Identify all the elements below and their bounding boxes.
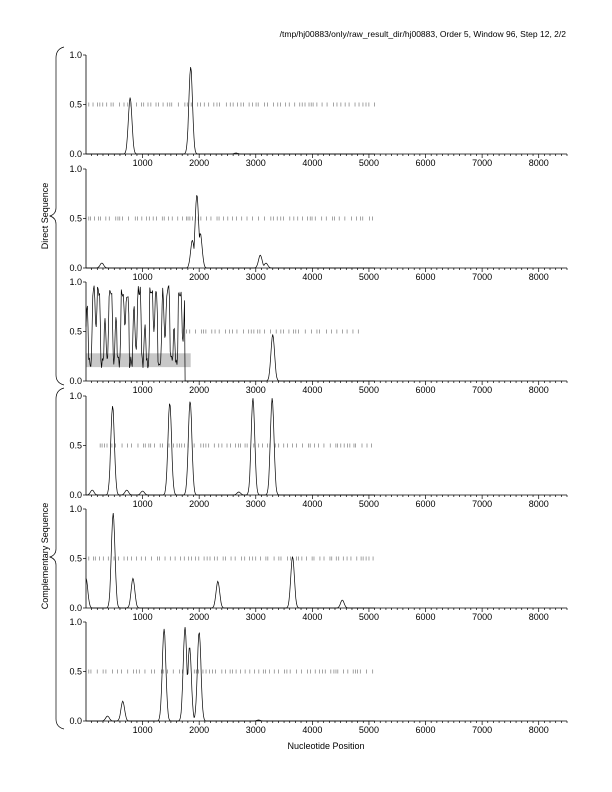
x-tick-label: 5000 bbox=[359, 272, 379, 282]
threshold-dashes bbox=[88, 216, 373, 221]
x-tick-label: 8000 bbox=[529, 385, 549, 395]
x-tick-label: 3000 bbox=[246, 725, 266, 735]
y-tick-label: 0.0 bbox=[69, 376, 82, 386]
y-tick-label: 0.0 bbox=[69, 716, 82, 726]
y-tick-label: 0.5 bbox=[69, 441, 82, 451]
x-tick-label: 6000 bbox=[416, 272, 436, 282]
panel-1: 0.0 0.5 1.0 1000 2000 3000 4000 5000 6000 7000 800… bbox=[69, 50, 568, 168]
series-trace bbox=[85, 512, 375, 609]
x-tick-label: 3000 bbox=[246, 272, 266, 282]
y-tick-label: 1.0 bbox=[69, 164, 82, 174]
y-tick-label: 0.0 bbox=[69, 603, 82, 613]
x-tick-label: 4000 bbox=[302, 725, 322, 735]
x-tick-label: 3000 bbox=[246, 158, 266, 168]
group-bracket-complementary bbox=[48, 387, 65, 730]
x-tick-label: 1000 bbox=[133, 158, 153, 168]
panel-5: 0.0 0.5 1.0 1000 2000 3000 4000 5000 6000 7000 800… bbox=[69, 504, 568, 622]
x-tick-label: 3000 bbox=[246, 612, 266, 622]
x-tick-label: 7000 bbox=[472, 272, 492, 282]
x-tick-label: 4000 bbox=[302, 272, 322, 282]
x-tick-label: 4000 bbox=[302, 158, 322, 168]
x-tick-label: 5000 bbox=[359, 499, 379, 509]
x-tick-label: 6000 bbox=[416, 158, 436, 168]
x-tick-label: 1000 bbox=[133, 499, 153, 509]
x-tick-label: 8000 bbox=[529, 612, 549, 622]
x-tick-label: 1000 bbox=[133, 272, 153, 282]
x-tick-label: 4000 bbox=[302, 612, 322, 622]
panel-6: 0.0 0.5 1.0 1000 2000 3000 4000 5000 6000 7000 800… bbox=[69, 617, 568, 735]
y-tick-label: 1.0 bbox=[69, 504, 82, 514]
y-tick-label: 0.5 bbox=[69, 214, 82, 224]
threshold-dashes bbox=[181, 329, 359, 334]
y-tick-label: 0.0 bbox=[69, 149, 82, 159]
x-tick-label: 2000 bbox=[189, 725, 209, 735]
group-label-complementary: Complementary Sequence bbox=[40, 503, 50, 610]
x-tick-label: 4000 bbox=[302, 385, 322, 395]
x-tick-label: 2000 bbox=[189, 499, 209, 509]
x-tick-label: 6000 bbox=[416, 499, 436, 509]
threshold-dashes bbox=[88, 556, 374, 561]
y-tick-label: 0.5 bbox=[69, 667, 82, 677]
x-tick-label: 2000 bbox=[189, 612, 209, 622]
y-tick-label: 0.0 bbox=[69, 263, 82, 273]
x-tick-label: 3000 bbox=[246, 385, 266, 395]
x-tick-label: 7000 bbox=[472, 499, 492, 509]
x-tick-label: 4000 bbox=[302, 499, 322, 509]
group-label-direct: Direct Sequence bbox=[40, 183, 50, 250]
series-trace bbox=[86, 67, 375, 155]
x-tick-label: 8000 bbox=[529, 272, 549, 282]
x-tick-label: 6000 bbox=[416, 612, 436, 622]
series-trace bbox=[85, 284, 375, 382]
y-tick-label: 0.5 bbox=[69, 327, 82, 337]
x-tick-label: 6000 bbox=[416, 725, 436, 735]
x-tick-label: 7000 bbox=[472, 612, 492, 622]
group-bracket-direct bbox=[48, 46, 65, 386]
y-tick-label: 0.5 bbox=[69, 554, 82, 564]
x-tick-label: 2000 bbox=[189, 385, 209, 395]
x-tick-label: 6000 bbox=[416, 385, 436, 395]
figure-title: /tmp/hj00883/only/raw_result_dir/hj00883… bbox=[280, 29, 567, 39]
highlight-band bbox=[86, 353, 191, 368]
x-tick-label: 8000 bbox=[529, 725, 549, 735]
x-tick-label: 8000 bbox=[529, 499, 549, 509]
threshold-dashes bbox=[88, 102, 375, 107]
panel-3: 0.0 0.5 1.0 1000 2000 3000 4000 5000 6000 7000 800… bbox=[69, 277, 568, 395]
x-tick-label: 1000 bbox=[133, 385, 153, 395]
x-tick-label: 7000 bbox=[472, 158, 492, 168]
threshold-dashes bbox=[99, 443, 372, 448]
x-tick-label: 5000 bbox=[359, 725, 379, 735]
series-trace bbox=[86, 627, 375, 722]
x-axis-label: Nucleotide Position bbox=[287, 741, 364, 751]
x-tick-label: 1000 bbox=[133, 612, 153, 622]
y-tick-label: 1.0 bbox=[69, 617, 82, 627]
x-tick-label: 1000 bbox=[133, 725, 153, 735]
x-tick-label: 5000 bbox=[359, 385, 379, 395]
x-tick-label: 5000 bbox=[359, 158, 379, 168]
x-tick-label: 8000 bbox=[529, 158, 549, 168]
x-tick-label: 5000 bbox=[359, 612, 379, 622]
y-tick-label: 1.0 bbox=[69, 391, 82, 401]
x-tick-label: 7000 bbox=[472, 385, 492, 395]
panel-2: 0.0 0.5 1.0 1000 2000 3000 4000 5000 6000 7000 800… bbox=[69, 164, 568, 282]
x-tick-label: 7000 bbox=[472, 725, 492, 735]
series-trace bbox=[86, 398, 375, 496]
y-tick-label: 1.0 bbox=[69, 277, 82, 287]
x-tick-label: 2000 bbox=[189, 158, 209, 168]
x-tick-label: 2000 bbox=[189, 272, 209, 282]
series-trace bbox=[86, 195, 375, 269]
y-tick-label: 1.0 bbox=[69, 50, 82, 60]
x-tick-label: 3000 bbox=[246, 499, 266, 509]
y-tick-label: 0.0 bbox=[69, 490, 82, 500]
threshold-dashes bbox=[88, 669, 374, 674]
y-tick-label: 0.5 bbox=[69, 100, 82, 110]
panel-4: 0.0 0.5 1.0 1000 2000 3000 4000 5000 6000 7000 800… bbox=[69, 391, 568, 509]
